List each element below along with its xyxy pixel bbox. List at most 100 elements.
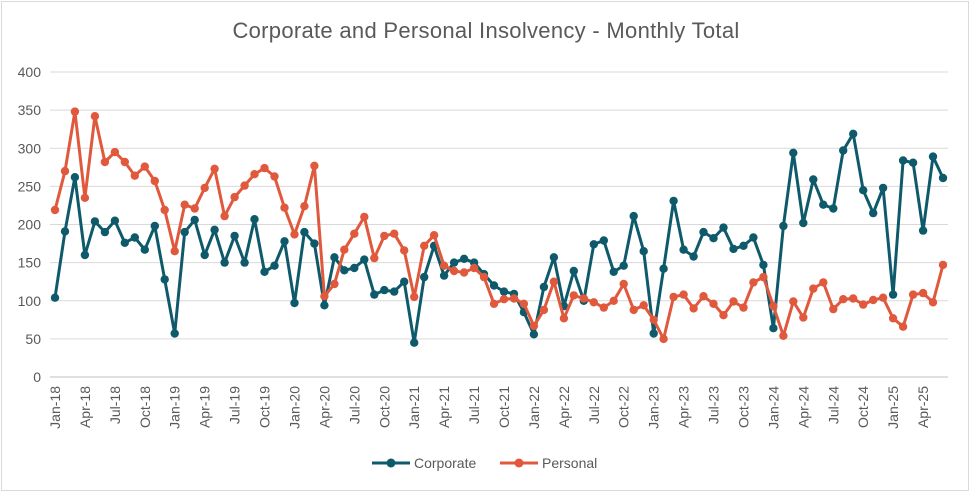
x-tick-label: Oct-19 — [257, 386, 273, 428]
personal-point — [679, 290, 688, 299]
corporate-point — [350, 263, 359, 273]
corporate-point — [330, 253, 339, 262]
x-tick-label: Jul-20 — [346, 386, 362, 424]
personal-point — [190, 204, 199, 213]
personal-point — [809, 284, 818, 293]
corporate-point — [80, 250, 90, 260]
x-tick-label: Apr-23 — [676, 386, 692, 428]
x-tick-label: Apr-22 — [556, 386, 572, 428]
personal-point — [519, 299, 529, 308]
personal-point — [370, 253, 379, 263]
x-tick-label: Oct-18 — [137, 386, 153, 428]
corporate-point — [759, 260, 768, 270]
corporate-point — [819, 200, 828, 209]
x-tick-label: Oct-24 — [855, 386, 871, 428]
x-tick-label: Jan-18 — [47, 386, 63, 429]
corporate-point — [70, 173, 80, 182]
personal-point — [280, 203, 289, 212]
corporate-point — [619, 261, 628, 270]
corporate-point — [120, 238, 129, 247]
personal-point — [759, 272, 768, 282]
x-tick-label: Jan-22 — [526, 386, 542, 429]
legend-item-personal: Personal — [500, 455, 597, 471]
corporate-point — [260, 267, 269, 276]
legend-swatch-marker — [386, 458, 396, 468]
personal-point — [749, 278, 758, 287]
corporate-point — [589, 240, 598, 249]
x-tick-label: Oct-23 — [735, 386, 751, 428]
x-tick-label: Apr-25 — [915, 386, 931, 428]
personal-point — [928, 298, 938, 307]
personal-point — [310, 161, 319, 170]
corporate-point — [769, 324, 778, 333]
personal-point — [549, 277, 559, 286]
x-tick-label: Jan-23 — [646, 386, 662, 429]
corporate-point — [100, 227, 110, 237]
corporate-point — [130, 233, 139, 242]
x-tick-label: Apr-20 — [316, 386, 332, 428]
personal-point — [429, 231, 439, 240]
chart-title: Corporate and Personal Insolvency - Mont… — [232, 18, 740, 43]
personal-point — [290, 230, 299, 239]
personal-point — [769, 301, 778, 311]
personal-point — [180, 200, 189, 209]
corporate-point — [489, 281, 499, 290]
x-tick-label: Oct-20 — [376, 386, 392, 428]
personal-point — [160, 205, 169, 215]
corporate-point — [300, 227, 309, 237]
legend-swatch-marker — [514, 458, 524, 468]
y-tick-label: 350 — [18, 102, 42, 118]
personal-point — [609, 296, 618, 305]
personal-point — [659, 334, 668, 344]
personal-point — [459, 268, 469, 277]
y-axis: 0 50 100 150 200 250 300 350 400 — [18, 64, 42, 385]
corporate-point — [569, 266, 578, 276]
legend-label: Personal — [542, 455, 597, 471]
corporate-point — [529, 330, 539, 339]
personal-point — [559, 314, 569, 323]
personal-point — [739, 303, 748, 312]
corporate-point — [240, 258, 249, 267]
corporate-point — [140, 245, 149, 254]
personal-point — [140, 162, 149, 171]
x-tick-label: Jan-19 — [167, 386, 183, 429]
x-tick-label: Jan-25 — [885, 386, 901, 429]
personal-point — [410, 292, 419, 302]
personal-point — [439, 261, 449, 270]
corporate-point — [799, 218, 808, 228]
corporate-point — [729, 244, 738, 254]
legend: Corporate Personal — [372, 455, 597, 471]
personal-point — [230, 192, 239, 202]
corporate-point — [789, 148, 798, 157]
corporate-point — [310, 239, 319, 248]
personal-point — [70, 107, 80, 116]
personal-point — [908, 290, 918, 299]
personal-point — [479, 272, 489, 282]
corporate-point — [280, 237, 289, 246]
personal-point — [849, 294, 858, 303]
corporate-point — [499, 287, 509, 296]
personal-point — [340, 245, 349, 254]
personal-point — [918, 288, 928, 298]
corporate-point — [869, 208, 878, 218]
x-tick-label: Apr-21 — [436, 386, 452, 428]
corporate-point — [549, 253, 559, 262]
x-tick-label: Jul-21 — [466, 386, 482, 424]
personal-point — [669, 292, 678, 302]
y-tick-label: 0 — [33, 369, 41, 385]
personal-point — [260, 163, 269, 173]
corporate-point — [859, 186, 868, 195]
corporate-point — [230, 231, 239, 241]
personal-point — [200, 183, 209, 193]
x-tick-label: Jul-18 — [107, 386, 123, 424]
corporate-point — [170, 329, 179, 338]
personal-point — [489, 299, 499, 308]
personal-point — [330, 279, 339, 289]
corporate-point — [90, 217, 100, 226]
corporate-point — [779, 221, 788, 231]
corporate-point — [938, 173, 948, 183]
corporate-point — [370, 290, 379, 299]
personal-point — [799, 313, 808, 322]
corporate-point — [110, 216, 120, 225]
